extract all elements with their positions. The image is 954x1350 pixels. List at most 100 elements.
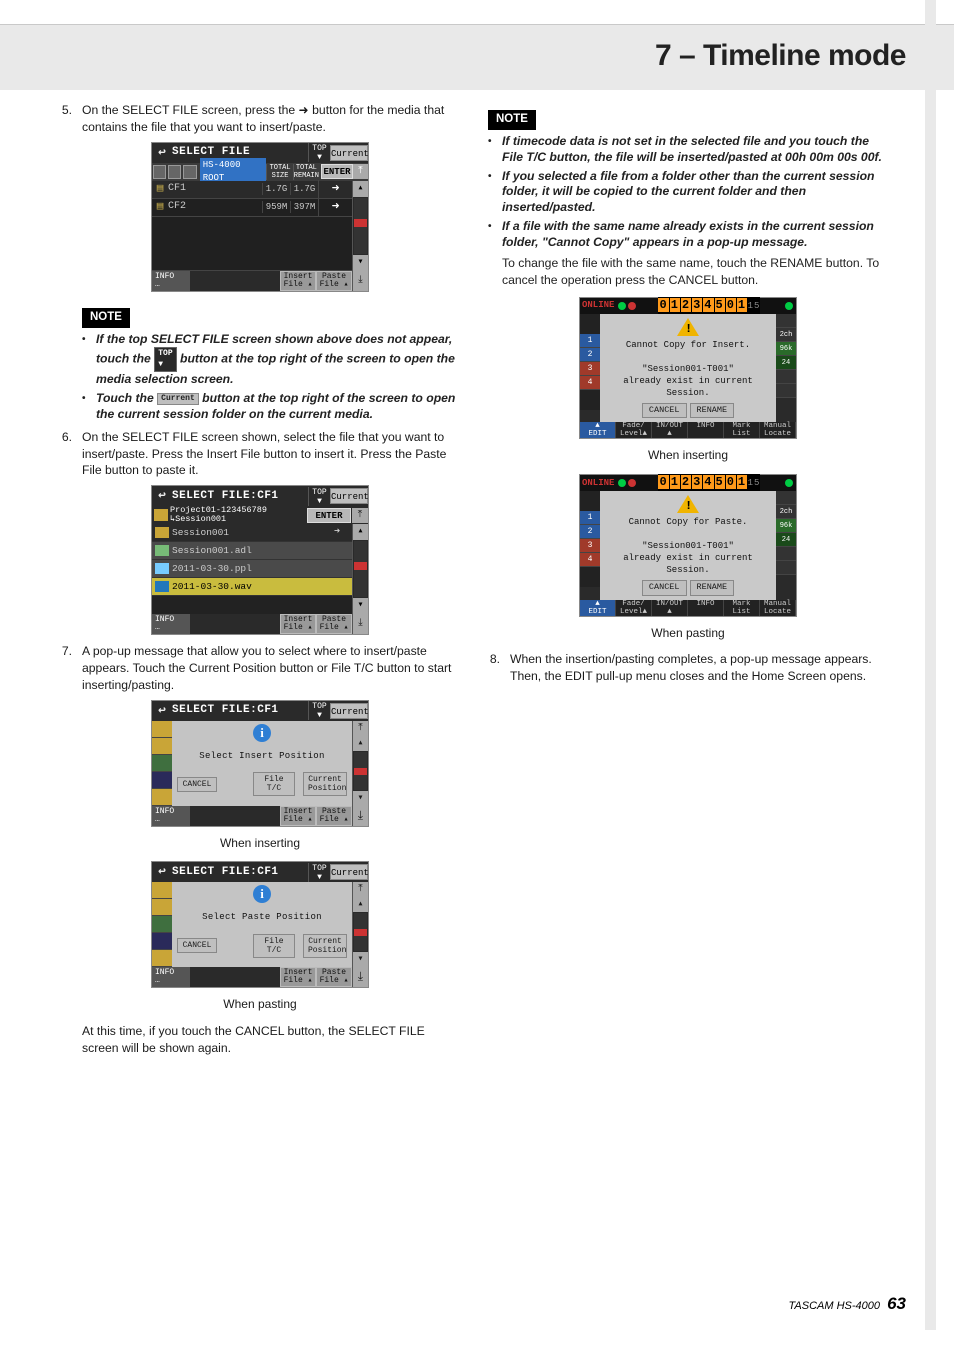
- dialog-message: Select Insert Position: [199, 750, 324, 762]
- file-tc-button[interactable]: File T/C: [253, 772, 295, 796]
- enter-button[interactable]: ENTER: [307, 508, 351, 523]
- mark-list-tab[interactable]: MarkList: [724, 422, 760, 438]
- cancel-button[interactable]: CANCEL: [177, 777, 217, 792]
- rec-led-icon: [628, 479, 636, 487]
- edit-tab[interactable]: ▲EDIT: [580, 600, 616, 616]
- top-button[interactable]: TOP▼: [308, 863, 330, 882]
- back-icon[interactable]: ↩: [152, 144, 172, 162]
- scrollbar[interactable]: ⤒▴▾: [352, 721, 368, 806]
- empty-row: [152, 217, 352, 271]
- info-tab[interactable]: INFO: [688, 600, 724, 616]
- inout-tab[interactable]: IN/OUT▲: [652, 600, 688, 616]
- scroll-bottom-button[interactable]: ⤓: [352, 271, 368, 291]
- open-arrow-button[interactable]: ➜: [322, 526, 352, 540]
- bullet-icon: •: [82, 391, 96, 423]
- paste-file-button[interactable]: PasteFile ▴: [316, 806, 352, 826]
- info-button[interactable]: INFO…: [152, 271, 190, 291]
- caption: When inserting: [60, 835, 460, 852]
- scroll-top-button[interactable]: ⤒: [353, 164, 368, 179]
- note-text: If timecode data is not set in the selec…: [502, 134, 888, 166]
- scroll-up-button[interactable]: ▴: [353, 524, 368, 540]
- file-tc-button[interactable]: File T/C: [253, 934, 295, 958]
- scroll-bottom-button[interactable]: ⤓: [352, 967, 368, 987]
- media-icon: ▤: [152, 200, 168, 215]
- file-icon: [155, 563, 169, 574]
- remain-cell: 1.7G: [290, 183, 318, 195]
- insert-file-button[interactable]: InsertFile ▴: [280, 614, 316, 634]
- file-row[interactable]: Session001.adl: [152, 542, 352, 560]
- edit-tab[interactable]: ▲EDIT: [580, 422, 616, 438]
- fade-level-tab[interactable]: Fade/Level▲: [616, 422, 652, 438]
- back-icon[interactable]: ↩: [152, 487, 172, 505]
- info-button[interactable]: INFO…: [152, 806, 190, 826]
- page-footer: TASCAM HS-4000 63: [789, 1294, 906, 1314]
- col-header: TOTALREMAIN: [293, 164, 319, 180]
- note-label: NOTE: [488, 110, 536, 130]
- col-header: TOTALSIZE: [266, 164, 292, 180]
- rename-button[interactable]: RENAME: [690, 580, 735, 596]
- scroll-thumb[interactable]: [354, 219, 367, 227]
- media-row[interactable]: ▤ CF1 1.7G 1.7G ➜: [152, 181, 352, 199]
- scroll-down-button[interactable]: ▾: [353, 255, 368, 271]
- paste-file-button[interactable]: PasteFile ▴: [316, 614, 352, 634]
- insert-file-button[interactable]: InsertFile ▴: [280, 967, 316, 987]
- fade-level-tab[interactable]: Fade/Level▲: [616, 600, 652, 616]
- file-row[interactable]: 2011-03-30.ppl: [152, 560, 352, 578]
- mark-list-tab[interactable]: MarkList: [724, 600, 760, 616]
- top-button-icon: TOP▼: [154, 347, 176, 372]
- back-icon[interactable]: ↩: [152, 863, 172, 881]
- caption: When pasting: [60, 996, 460, 1013]
- open-arrow-button[interactable]: ➜: [318, 198, 352, 216]
- page-edge-stripe: [925, 0, 936, 1330]
- enter-button[interactable]: ENTER: [321, 164, 353, 179]
- scrollbar[interactable]: ⤒▴▾: [352, 882, 368, 967]
- current-button[interactable]: Current: [330, 145, 368, 161]
- open-arrow-button[interactable]: ➜: [318, 180, 352, 198]
- cancel-button[interactable]: CANCEL: [642, 580, 687, 596]
- note-followup: To change the file with the same name, t…: [502, 255, 888, 289]
- timecode-display: 0123450115: [636, 474, 782, 491]
- info-tab[interactable]: INFO: [688, 422, 724, 438]
- current-button[interactable]: Current: [330, 864, 368, 880]
- current-button[interactable]: Current: [330, 488, 368, 504]
- screenshot-select-file-cf1-list: ↩ SELECT FILE:CF1 TOP▼ Current Project01…: [151, 485, 369, 635]
- screenshot-select-paste-position: ↩ SELECT FILE:CF1 TOP▼ Current i Select …: [151, 861, 369, 988]
- inout-tab[interactable]: IN/OUT▲: [652, 422, 688, 438]
- rename-button[interactable]: RENAME: [690, 403, 735, 419]
- current-position-button[interactable]: CurrentPosition: [303, 772, 347, 796]
- file-name: 2011-03-30.wav: [172, 580, 322, 593]
- file-row[interactable]: Session001 ➜: [152, 524, 352, 542]
- top-button[interactable]: TOP▼: [308, 701, 330, 720]
- scroll-bottom-button[interactable]: ⤓: [352, 614, 368, 634]
- current-position-button[interactable]: CurrentPosition: [303, 934, 347, 958]
- file-row-selected[interactable]: 2011-03-30.wav: [152, 578, 352, 596]
- paste-file-button[interactable]: PasteFile ▴: [316, 967, 352, 987]
- meter-strip: 2ch 96k 24: [776, 314, 796, 423]
- info-button[interactable]: INFO…: [152, 614, 190, 634]
- media-icon: ▤: [152, 182, 168, 197]
- insert-file-button[interactable]: InsertFile ▴: [280, 271, 316, 291]
- scrollbar[interactable]: ▴ ▾: [352, 181, 368, 271]
- media-row[interactable]: ▤ CF2 959M 397M ➜: [152, 199, 352, 217]
- info-button[interactable]: INFO…: [152, 967, 190, 987]
- scroll-bottom-button[interactable]: ⤓: [352, 806, 368, 826]
- scroll-down-button[interactable]: ▾: [353, 598, 368, 614]
- paste-file-button[interactable]: PasteFile ▴: [316, 271, 352, 291]
- scrollbar[interactable]: ▴ ▾: [352, 524, 368, 614]
- cancel-button[interactable]: CANCEL: [177, 938, 217, 953]
- scroll-top-button[interactable]: ⤒: [352, 508, 368, 523]
- insert-file-button[interactable]: InsertFile ▴: [280, 806, 316, 826]
- status-led-icon: [785, 479, 793, 487]
- cancel-button[interactable]: CANCEL: [642, 403, 687, 419]
- scroll-track[interactable]: [354, 198, 367, 254]
- meter-strip: 2ch96k24: [776, 491, 796, 600]
- manual-locate-tab[interactable]: ManualLocate: [760, 422, 796, 438]
- info-icon: i: [253, 724, 271, 742]
- current-button[interactable]: Current: [330, 703, 368, 719]
- status-led-icon: [785, 302, 793, 310]
- manual-locate-tab[interactable]: ManualLocate: [760, 600, 796, 616]
- top-button[interactable]: TOP▼: [308, 487, 330, 506]
- scroll-up-button[interactable]: ▴: [353, 181, 368, 197]
- back-icon[interactable]: ↩: [152, 702, 172, 720]
- top-button[interactable]: TOP▼: [308, 143, 330, 162]
